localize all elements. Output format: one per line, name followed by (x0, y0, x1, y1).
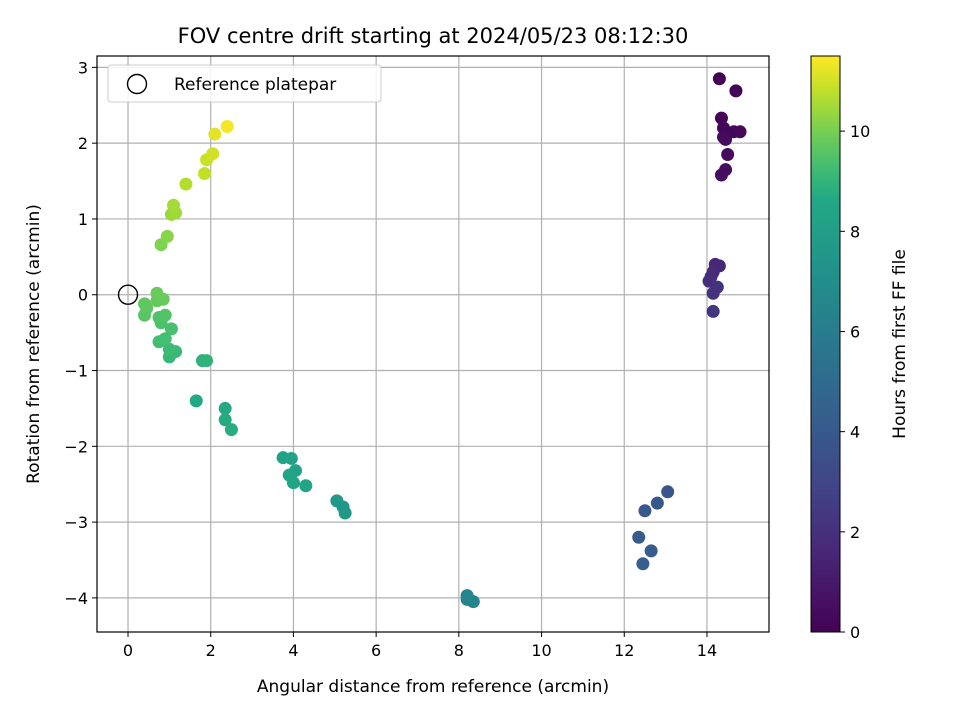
data-point (706, 304, 720, 318)
data-point (158, 332, 172, 346)
data-points (138, 72, 747, 609)
colorbar-tick-label: 4 (850, 423, 860, 442)
data-point (299, 479, 313, 493)
data-point (198, 166, 212, 180)
data-point (733, 125, 747, 139)
data-point (644, 544, 658, 558)
data-point (218, 401, 232, 415)
colorbar-label: Hours from first FF file (890, 249, 910, 439)
colorbar-tick-label: 2 (850, 523, 860, 542)
colorbar-gradient (810, 55, 841, 633)
x-tick-label: 2 (206, 641, 216, 660)
plot-frame (96, 55, 770, 633)
x-tick-label: 8 (454, 641, 464, 660)
data-point (706, 286, 720, 300)
data-point (167, 198, 181, 212)
y-tick-label: −1 (64, 362, 88, 381)
data-point (714, 168, 728, 182)
legend-box (107, 64, 382, 103)
data-point (729, 84, 743, 98)
y-tick-label: −3 (64, 513, 88, 532)
x-tick-label: 6 (371, 641, 381, 660)
data-point (200, 354, 214, 368)
data-point (650, 496, 664, 510)
data-point (206, 147, 220, 161)
data-point (719, 132, 733, 146)
data-point (160, 229, 174, 243)
x-axis-label: Angular distance from reference (arcmin) (257, 677, 609, 697)
reference-marker-layer (117, 284, 139, 305)
data-point (138, 297, 152, 311)
data-point (150, 286, 164, 300)
colorbar-tick-label: 10 (850, 122, 870, 141)
y-tick-label: 0 (78, 286, 88, 305)
colorbar: 0 2 4 6 8 10 Hours from first FF file (810, 55, 910, 642)
x-tick-label: 14 (697, 641, 717, 660)
colorbar-tick-label: 0 (850, 623, 860, 642)
y-tick-label: 1 (78, 210, 88, 229)
y-tick-label: 3 (78, 58, 88, 77)
reference-platepar-marker (117, 284, 139, 305)
legend: Reference platepar (107, 64, 382, 103)
data-point (638, 504, 652, 518)
x-tick-label: 0 (123, 641, 133, 660)
colorbar-tick-label: 6 (850, 322, 860, 341)
data-point (714, 111, 728, 125)
legend-marker-icon (126, 73, 148, 95)
data-point (338, 506, 352, 520)
colorbar-ticks: 0 2 4 6 8 10 (840, 122, 870, 642)
data-point (179, 177, 193, 191)
data-point (284, 451, 298, 465)
x-tick-label: 4 (288, 641, 298, 660)
data-point (712, 72, 726, 86)
data-point (220, 119, 234, 133)
data-point (162, 342, 176, 356)
x-tick-label: 10 (531, 641, 551, 660)
data-point (224, 423, 238, 437)
y-tick-label: −4 (64, 589, 88, 608)
chart-title: FOV centre drift starting at 2024/05/23 … (178, 24, 689, 48)
data-point (466, 595, 480, 609)
data-point (632, 530, 646, 544)
data-point (164, 322, 178, 336)
data-point (661, 485, 675, 499)
x-tick-label: 12 (614, 641, 634, 660)
y-tick-label: −2 (64, 437, 88, 456)
data-point (721, 148, 735, 162)
data-point (286, 476, 300, 490)
data-point (208, 127, 222, 141)
data-point (189, 394, 203, 408)
data-point (158, 308, 172, 322)
data-point (636, 557, 650, 571)
y-tick-label: 2 (78, 134, 88, 153)
legend-label: Reference platepar (174, 75, 336, 95)
y-axis-label: Rotation from reference (arcmin) (24, 204, 44, 484)
data-point (218, 413, 232, 427)
colorbar-tick-label: 8 (850, 222, 860, 241)
data-point (717, 121, 731, 135)
grid (97, 56, 769, 632)
